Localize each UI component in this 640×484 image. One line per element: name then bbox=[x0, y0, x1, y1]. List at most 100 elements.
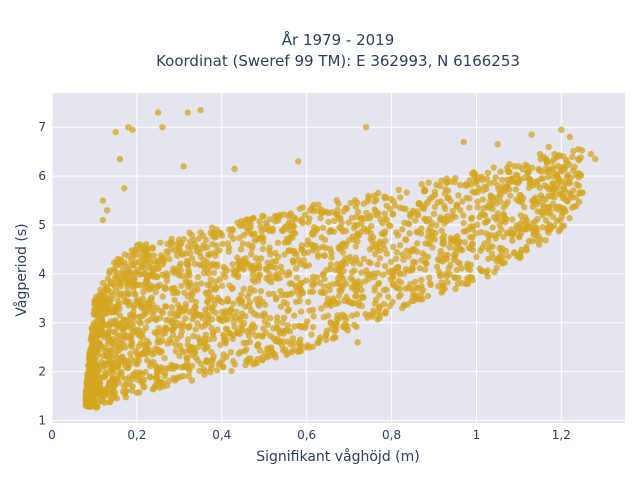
scatter-point bbox=[539, 175, 547, 182]
scatter-point bbox=[210, 229, 218, 237]
scatter-point bbox=[185, 365, 192, 372]
scatter-point bbox=[478, 173, 485, 180]
scatter-point-outlier bbox=[184, 341, 191, 348]
scatter-point bbox=[243, 346, 250, 353]
scatter-point bbox=[335, 292, 343, 300]
scatter-point bbox=[438, 177, 445, 184]
scatter-point bbox=[402, 265, 410, 273]
scatter-point bbox=[182, 304, 189, 311]
scatter-point bbox=[376, 292, 383, 299]
scatter-point bbox=[226, 226, 233, 233]
scatter-point bbox=[141, 383, 148, 391]
scatter-point bbox=[126, 314, 134, 321]
scatter-point bbox=[237, 246, 245, 253]
scatter-point bbox=[422, 240, 429, 247]
scatter-point bbox=[255, 272, 262, 279]
scatter-point bbox=[272, 296, 280, 303]
scatter-point bbox=[531, 196, 538, 204]
x-axis-ticks: 0 0,2 0,4 0,6 0,8 1 1,2 bbox=[48, 428, 571, 442]
scatter-point bbox=[112, 343, 119, 350]
scatter-point bbox=[452, 285, 459, 292]
scatter-point bbox=[220, 331, 227, 338]
scatter-point bbox=[101, 344, 109, 351]
scatter-point bbox=[403, 189, 410, 196]
scatter-point bbox=[210, 269, 218, 276]
scatter-point bbox=[288, 349, 295, 356]
scatter-point bbox=[86, 363, 93, 370]
scatter-point bbox=[348, 312, 356, 319]
scatter-point bbox=[331, 217, 338, 225]
scatter-point bbox=[237, 314, 244, 321]
scatter-point bbox=[128, 387, 136, 394]
scatter-point bbox=[209, 356, 216, 363]
scatter-point bbox=[111, 308, 119, 315]
scatter-point bbox=[371, 198, 378, 205]
scatter-point bbox=[282, 291, 290, 298]
scatter-point-outlier bbox=[536, 150, 544, 158]
scatter-point bbox=[388, 195, 395, 203]
scatter-point bbox=[480, 205, 487, 212]
scatter-point bbox=[426, 195, 434, 203]
scatter-point bbox=[328, 249, 335, 257]
scatter-point bbox=[481, 183, 489, 190]
scatter-point bbox=[106, 398, 114, 406]
scatter-point bbox=[267, 346, 275, 353]
scatter-point bbox=[289, 335, 297, 342]
scatter-point bbox=[260, 235, 267, 242]
scatter-point bbox=[491, 232, 498, 239]
scatter-point bbox=[87, 336, 95, 343]
scatter-point-outlier bbox=[180, 163, 187, 170]
scatter-point bbox=[262, 329, 270, 336]
scatter-point bbox=[310, 208, 317, 215]
scatter-point bbox=[122, 274, 129, 281]
scatter-point bbox=[511, 162, 518, 170]
scatter-point bbox=[196, 367, 203, 375]
scatter-point bbox=[232, 268, 239, 276]
scatter-point bbox=[111, 265, 118, 273]
scatter-point bbox=[328, 254, 335, 261]
scatter-point bbox=[171, 296, 178, 304]
scatter-point bbox=[248, 307, 255, 315]
scatter-point bbox=[240, 320, 248, 327]
scatter-point-outlier bbox=[464, 265, 472, 273]
scatter-point bbox=[290, 229, 297, 236]
scatter-point bbox=[301, 211, 309, 218]
scatter-point bbox=[348, 269, 356, 276]
scatter-point bbox=[447, 261, 454, 269]
scatter-point bbox=[184, 243, 192, 251]
scatter-point bbox=[327, 265, 334, 273]
scatter-point bbox=[255, 259, 262, 266]
scatter-point bbox=[292, 265, 300, 272]
scatter-point bbox=[500, 204, 507, 211]
scatter-point bbox=[162, 273, 169, 280]
scatter-point bbox=[510, 249, 518, 256]
scatter-point bbox=[442, 205, 449, 212]
scatter-point bbox=[432, 229, 439, 237]
scatter-point bbox=[395, 186, 402, 193]
scatter-point-outlier bbox=[545, 143, 552, 150]
scatter-point bbox=[194, 320, 201, 327]
scatter-point bbox=[270, 290, 277, 298]
scatter-point bbox=[424, 253, 432, 260]
scatter-point bbox=[382, 308, 390, 315]
scatter-point bbox=[309, 231, 316, 238]
scatter-point bbox=[164, 249, 172, 257]
scatter-point bbox=[102, 285, 109, 292]
scatter-point bbox=[88, 324, 96, 331]
scatter-point bbox=[114, 270, 122, 277]
scatter-point bbox=[509, 230, 517, 237]
scatter-point bbox=[459, 198, 466, 205]
scatter-point bbox=[105, 305, 113, 312]
scatter-point bbox=[190, 236, 197, 244]
scatter-point bbox=[308, 331, 315, 338]
scatter-point bbox=[354, 222, 361, 229]
scatter-point bbox=[146, 264, 153, 271]
scatter-point bbox=[136, 319, 143, 326]
scatter-point bbox=[380, 271, 387, 278]
scatter-point bbox=[242, 303, 249, 310]
scatter-point bbox=[376, 255, 384, 262]
scatter-point bbox=[396, 242, 404, 249]
scatter-point bbox=[498, 226, 505, 233]
scatter-point bbox=[146, 297, 154, 304]
chart-title: År 1979 - 2019 bbox=[282, 30, 395, 49]
